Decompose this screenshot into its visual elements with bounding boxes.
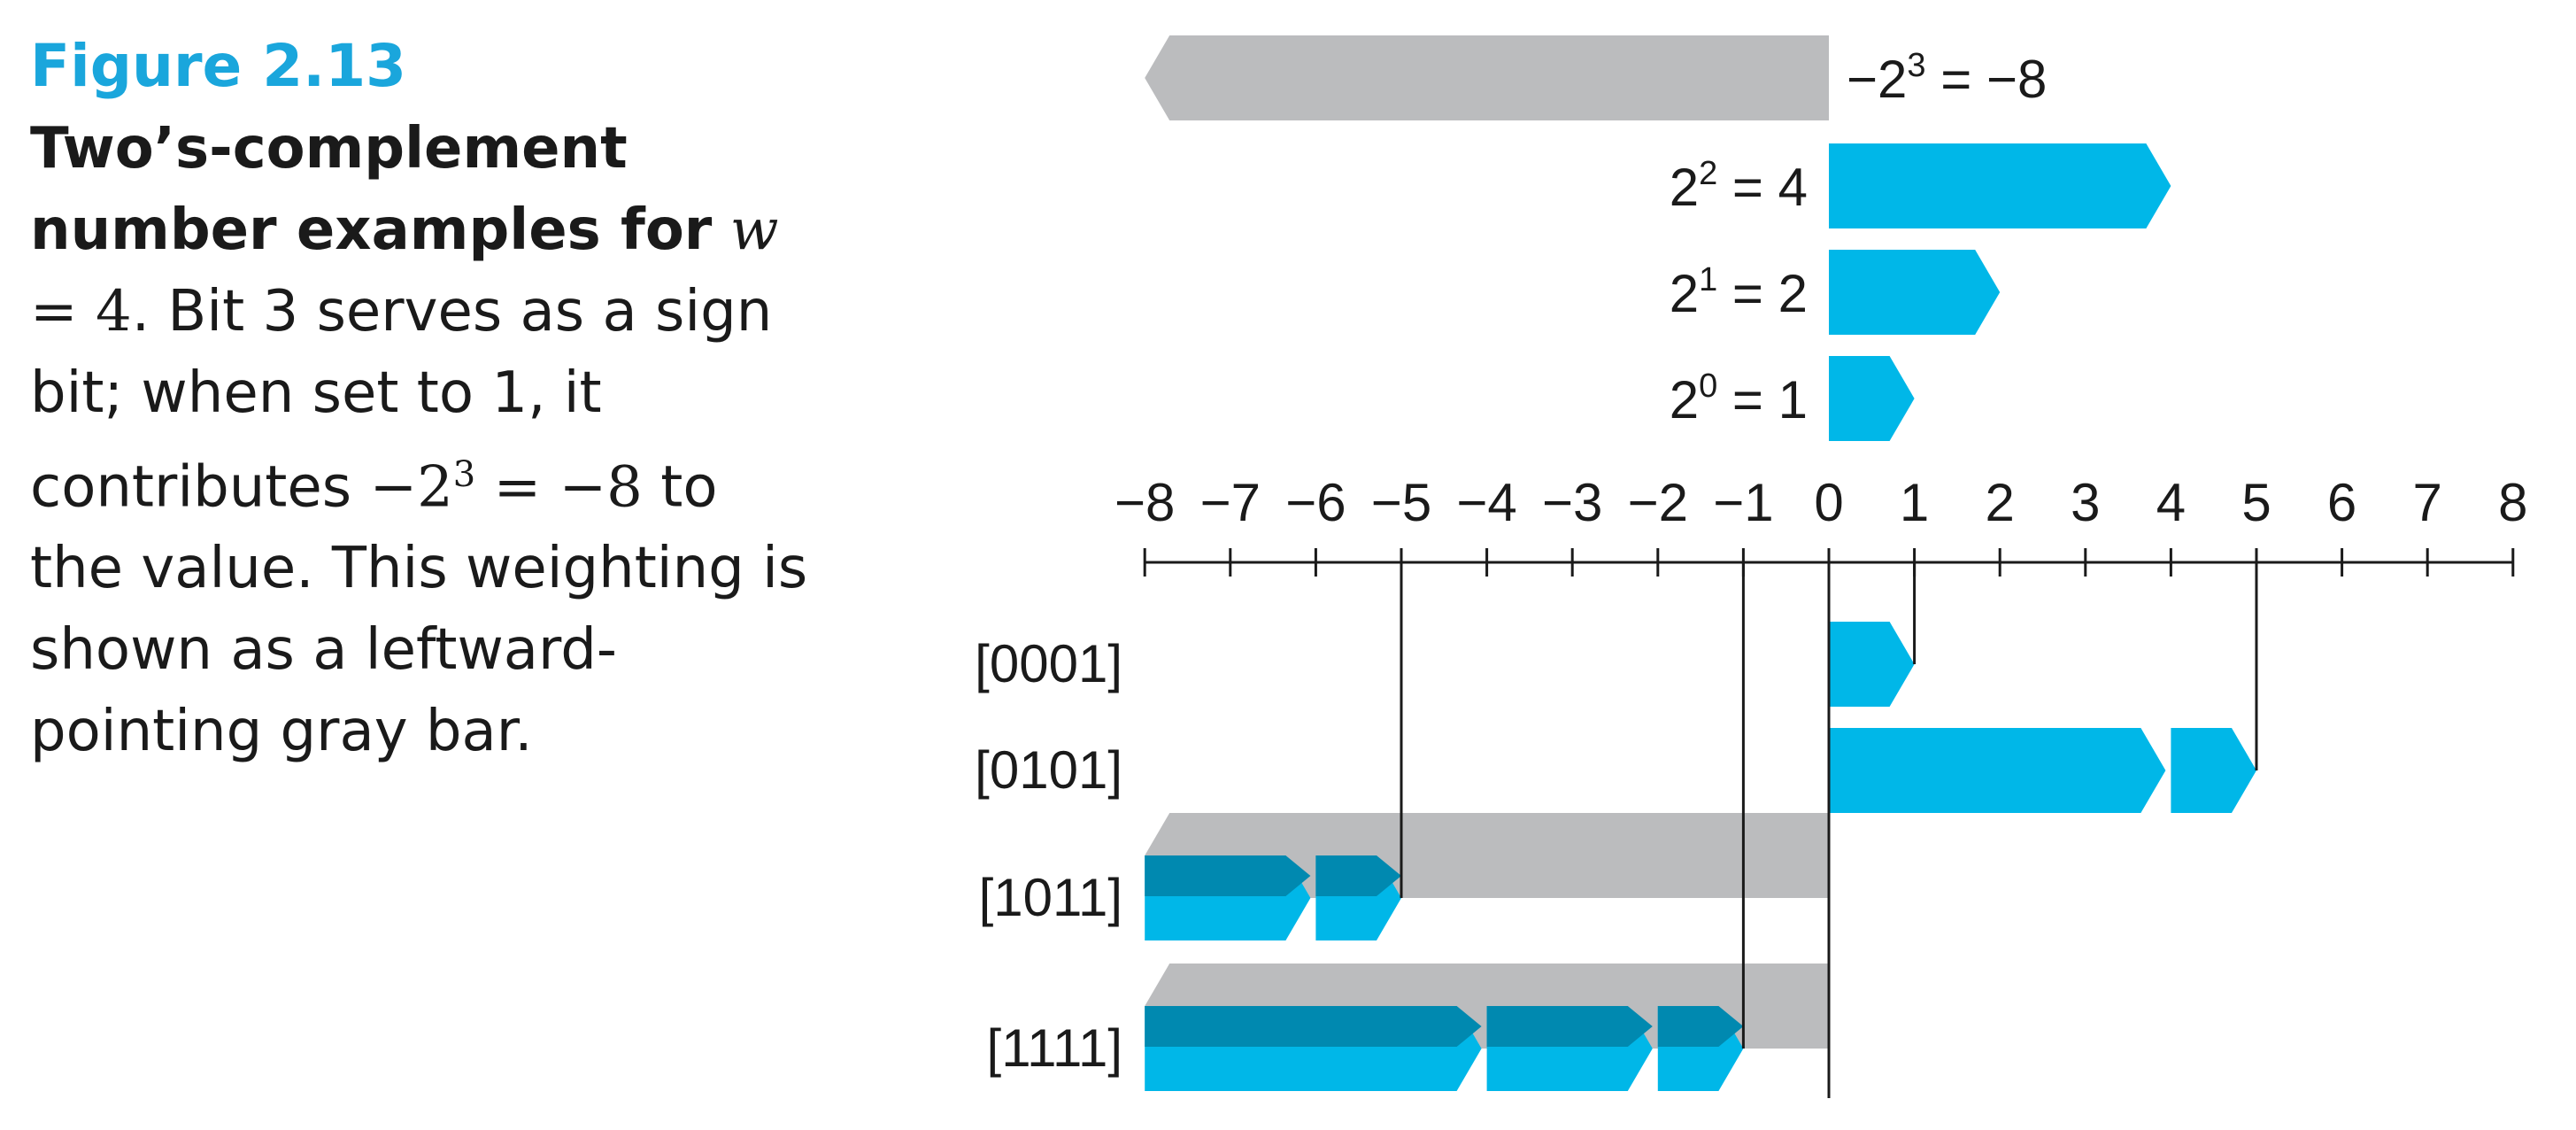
example-label: [0101]	[975, 740, 1122, 800]
axis-tick-label: −1	[1713, 473, 1773, 532]
axis-tick-label: 3	[2071, 473, 2100, 532]
example-segment	[1829, 728, 2166, 813]
caption-body-1: . Bit 3 serves as a sign bit; when set t…	[30, 279, 773, 521]
weight-label-2: 21 = 2	[1670, 261, 1808, 323]
caption-title: Two’s-complement number examples for	[30, 116, 713, 263]
number-line: −8 −7 −6 −5 −4 −3 −2 −1 0 1 2 3 4 5 6 7 8	[1114, 473, 2527, 577]
axis-tick-label: −7	[1200, 473, 1261, 532]
axis-tick-label: 0	[1814, 473, 1843, 532]
axis-tick-label: −2	[1628, 473, 1688, 532]
weight-bar-2	[1829, 250, 2001, 335]
caption-math-minus: −2	[369, 454, 453, 521]
weight-bar-neg8	[1145, 35, 1829, 120]
example-overlap	[1145, 1006, 1482, 1047]
axis-tick-label: 1	[1900, 473, 1929, 532]
caption-math-w: w	[729, 197, 779, 263]
example-label: [1011]	[979, 868, 1122, 927]
example-segment	[2171, 728, 2256, 813]
example-overlap	[1145, 855, 1311, 896]
example-overlap	[1315, 855, 1401, 896]
axis-tick-label: 4	[2156, 473, 2186, 532]
axis-tick-label: −8	[1114, 473, 1175, 532]
example-label: [0001]	[975, 634, 1122, 693]
caption-body-2: to the value. This weighting is shown as…	[30, 454, 808, 765]
weight-bars: −23 = −8 22 = 4 21 = 2 20 = 1	[1145, 35, 2171, 441]
weight-bar-4	[1829, 143, 2171, 228]
example-label: [1111]	[987, 1018, 1122, 1078]
axis-tick-label: 2	[1986, 473, 2015, 532]
example-row: [1011]	[979, 562, 1829, 940]
example-sign-bar	[1145, 813, 1829, 898]
figure-label: Figure 2.13	[30, 32, 407, 100]
example-row: [1111]	[987, 562, 1829, 1091]
weight-label-4: 22 = 4	[1670, 155, 1808, 217]
figure-caption: Figure 2.13 Two’s-complement number exam…	[30, 25, 809, 772]
axis-tick-label: −5	[1371, 473, 1431, 532]
axis-tick-label: 7	[2413, 473, 2442, 532]
example-overlap	[1486, 1006, 1653, 1047]
example-segment	[1829, 622, 1915, 707]
caption-text: Two’s-complement number examples for w =…	[30, 108, 809, 772]
example-bars: [0001] [0101] [1011] [1111]	[975, 562, 2258, 1098]
caption-math-sup: 3	[452, 454, 476, 495]
axis-tick-label: −4	[1456, 473, 1516, 532]
axis-tick-label: 6	[2327, 473, 2356, 532]
axis-tick-label: 5	[2241, 473, 2271, 532]
example-row: [0101]	[975, 562, 2258, 813]
axis-tick-label: −3	[1542, 473, 1602, 532]
caption-math-rest: = −8	[475, 454, 643, 521]
weight-bar-1	[1829, 356, 1915, 441]
example-overlap	[1657, 1006, 1744, 1047]
example-row: [0001]	[975, 562, 1917, 707]
axis-tick-label: 8	[2498, 473, 2527, 532]
axis-tick-label: −6	[1285, 473, 1346, 532]
weight-label-neg8: −23 = −8	[1847, 47, 2047, 109]
caption-math-w-eq: = 4	[30, 279, 132, 344]
weight-label-1: 20 = 1	[1670, 368, 1808, 430]
